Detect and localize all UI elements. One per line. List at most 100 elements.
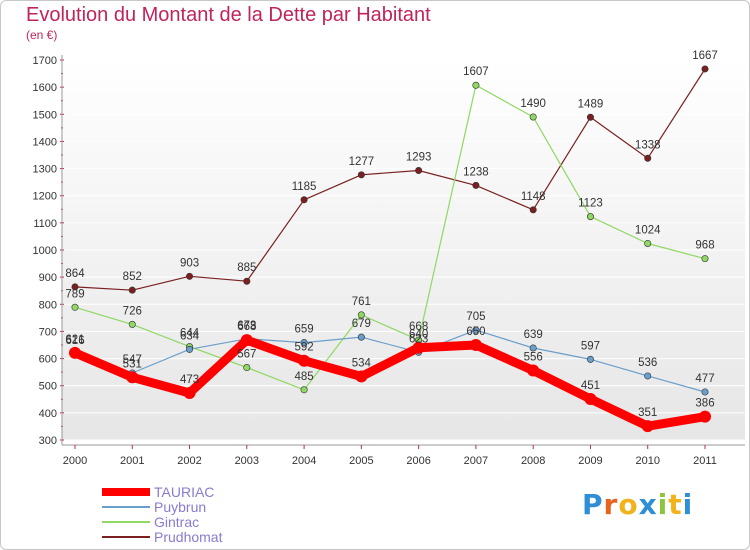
data-point-gintrac [529,113,537,121]
series-line-puybrun [74,329,706,393]
x-tick-label: 2000 [63,455,87,467]
data-point-puybrun [586,355,594,363]
chart-subtitle: (en €) [26,28,58,42]
data-point-gintrac [472,81,480,89]
y-tick-label: 1700 [33,55,57,67]
logo-letter: t [668,488,683,521]
data-label-prudhomat: 1667 [692,50,718,62]
data-label-puybrun: 679 [352,318,371,330]
data-label-puybrun: 536 [638,357,657,369]
data-label-puybrun: 705 [466,311,485,323]
x-tick-label: 2007 [464,455,488,467]
data-point-gintrac [357,311,365,319]
data-label-prudhomat: 1185 [292,181,317,193]
data-point-tauriac [469,339,482,351]
data-label-tauriac: 640 [409,329,428,341]
series-line-gintrac [74,84,706,391]
logo-letter: i [682,488,694,521]
data-point-puybrun [300,339,308,347]
data-point-gintrac [586,213,594,221]
data-label-gintrac: 1024 [635,224,661,236]
data-label-puybrun: 547 [123,354,142,366]
legend-label-puybrun: Puybrun [154,499,206,515]
data-label-prudhomat: 1338 [635,139,661,151]
data-point-tauriac [298,354,311,367]
data-label-prudhomat: 903 [180,257,199,269]
y-tick-label: 1000 [33,245,57,257]
x-tick-label: 2001 [120,455,144,467]
data-label-gintrac: 1123 [578,198,603,210]
data-point-tauriac [355,370,368,383]
data-label-tauriac: 386 [695,398,714,410]
y-tick-label: 1500 [33,109,57,121]
data-point-gintrac [243,364,251,372]
data-point-tauriac [183,387,196,400]
data-point-gintrac [300,386,308,394]
x-tick-label: 2004 [292,455,316,467]
x-tick-label: 2002 [177,455,201,467]
data-label-puybrun: 616 [65,335,84,347]
data-point-tauriac [126,371,139,384]
logo-letter: x [638,488,658,521]
data-label-gintrac: 1490 [520,98,546,110]
y-tick-label: 1200 [33,191,57,203]
data-point-prudhomat [128,286,136,294]
y-tick-label: 900 [39,272,57,284]
data-label-gintrac: 789 [65,288,84,300]
data-point-gintrac [644,239,652,247]
x-tick-label: 2003 [235,455,259,467]
data-point-gintrac [128,320,136,328]
data-point-tauriac [699,410,711,423]
data-label-puybrun: 673 [237,320,256,332]
chart-title: Evolution du Montant de la Dette par Hab… [26,4,431,26]
data-label-tauriac: 592 [294,342,313,354]
data-label-gintrac: 668 [409,321,428,333]
series-line-tauriac [70,335,710,431]
data-label-prudhomat: 1148 [521,191,546,203]
data-point-prudhomat [415,166,423,174]
data-label-tauriac: 556 [524,352,543,364]
data-point-tauriac [412,341,425,354]
data-label-gintrac: 644 [180,328,200,340]
data-point-prudhomat [243,277,251,285]
data-label-prudhomat: 1238 [463,166,489,178]
proxiti-logo: Proxiti [582,488,693,521]
legend-label-gintrac: Gintrac [154,514,199,530]
x-tick-label: 2009 [578,455,602,467]
data-label-puybrun: 659 [294,324,313,336]
y-tick-label: 700 [39,326,57,338]
data-point-prudhomat [586,113,594,121]
y-tick-label: 400 [39,408,57,420]
data-label-tauriac: 650 [466,326,485,338]
data-label-tauriac: 351 [638,407,657,419]
x-tick-label: 2006 [406,455,430,467]
data-label-tauriac: 668 [237,321,256,333]
data-point-prudhomat [357,171,365,179]
data-point-prudhomat [529,206,537,214]
data-label-tauriac: 531 [123,358,142,370]
y-tick-label: 1100 [33,218,57,230]
data-label-tauriac: 451 [581,380,600,392]
data-label-prudhomat: 1489 [578,98,604,110]
data-label-tauriac: 534 [352,357,372,369]
x-tick-label: 2008 [521,455,545,467]
x-tick-label: 2010 [635,455,659,467]
data-point-tauriac [527,364,540,377]
logo-letter: o [618,488,639,521]
data-point-puybrun [472,326,480,334]
data-point-prudhomat [186,272,194,280]
data-label-gintrac: 1607 [463,66,489,78]
logo-letter: r [603,488,619,521]
y-tick-label: 1400 [33,136,57,148]
y-tick-label: 1600 [33,82,57,94]
data-point-tauriac [69,346,81,359]
data-point-tauriac [584,393,597,406]
data-point-prudhomat [701,65,709,73]
data-point-tauriac [240,334,253,347]
data-label-puybrun: 623 [409,333,428,345]
data-label-gintrac: 968 [695,240,714,252]
logo-letter: P [582,488,604,521]
data-label-gintrac: 761 [352,296,371,308]
data-label-prudhomat: 852 [123,271,142,283]
